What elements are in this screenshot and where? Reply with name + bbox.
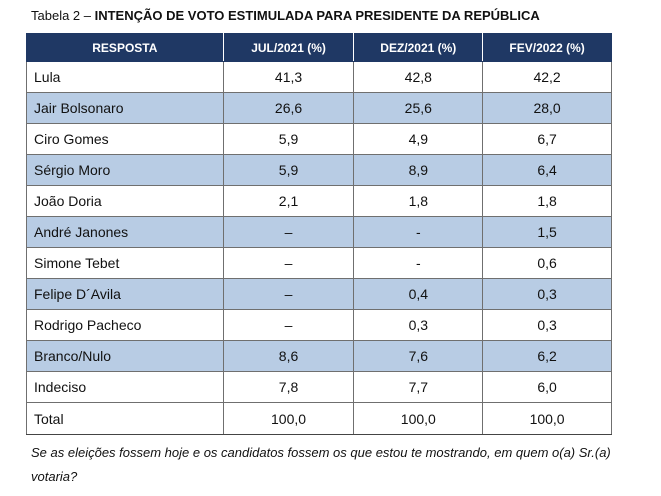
- cell-resposta: Sérgio Moro: [26, 154, 224, 186]
- table-row: Lula 41,3 42,8 42,2: [26, 61, 612, 93]
- cell-fev-2022: 0,3: [482, 309, 612, 341]
- total-jul-2021: 100,0: [222, 402, 355, 435]
- cell-resposta: André Janones: [26, 216, 224, 248]
- cell-resposta: Rodrigo Pacheco: [26, 309, 224, 341]
- cell-fev-2022: 6,2: [482, 340, 612, 372]
- table-row: Indeciso 7,8 7,7 6,0: [26, 371, 612, 403]
- cell-jul-2021: 5,9: [222, 154, 355, 186]
- cell-dez-2021: 0,3: [353, 309, 484, 341]
- total-row: Total 100,0 100,0 100,0: [26, 402, 612, 435]
- cell-jul-2021: –: [222, 278, 355, 310]
- cell-fev-2022: 6,7: [482, 123, 612, 155]
- cell-fev-2022: 6,0: [482, 371, 612, 403]
- cell-jul-2021: 26,6: [222, 92, 355, 124]
- caption-title: INTENÇÃO DE VOTO ESTIMULADA PARA PRESIDE…: [94, 8, 540, 23]
- cell-resposta: Branco/Nulo: [26, 340, 224, 372]
- total-fev-2022: 100,0: [482, 402, 612, 435]
- cell-dez-2021: 8,9: [353, 154, 484, 186]
- footnote-question: Se as eleições fossem hoje e os candidat…: [31, 445, 611, 484]
- vote-intention-table: RESPOSTA JUL/2021 (%) DEZ/2021 (%) FEV/2…: [26, 33, 612, 435]
- cell-resposta: Simone Tebet: [26, 247, 224, 279]
- table-row: Felipe D´Avila –0,4 0,3: [26, 278, 612, 310]
- table-row: Ciro Gomes 5,9 4,9 6,7: [26, 123, 612, 155]
- cell-fev-2022: 42,2: [482, 61, 612, 93]
- table-caption: Tabela 2 – INTENÇÃO DE VOTO ESTIMULADA P…: [31, 8, 540, 23]
- cell-resposta: Lula: [26, 61, 224, 93]
- cell-dez-2021: 0,4: [353, 278, 484, 310]
- cell-dez-2021: 1,8: [353, 185, 484, 217]
- cell-dez-2021: -: [353, 247, 484, 279]
- cell-dez-2021: 25,6: [353, 92, 484, 124]
- cell-jul-2021: –: [222, 247, 355, 279]
- cell-fev-2022: 0,3: [482, 278, 612, 310]
- table-row: André Janones – -1,5: [26, 216, 612, 248]
- cell-dez-2021: 42,8: [353, 61, 484, 93]
- table-row: Branco/Nulo 8,6 7,6 6,2: [26, 340, 612, 372]
- cell-resposta: Felipe D´Avila: [26, 278, 224, 310]
- header-row: RESPOSTA JUL/2021 (%) DEZ/2021 (%) FEV/2…: [26, 33, 612, 62]
- total-dez-2021: 100,0: [353, 402, 484, 435]
- cell-fev-2022: 6,4: [482, 154, 612, 186]
- cell-fev-2022: 1,8: [482, 185, 612, 217]
- cell-jul-2021: 2,1: [222, 185, 355, 217]
- header-dez-2021: DEZ/2021 (%): [353, 33, 484, 62]
- cell-jul-2021: –: [222, 309, 355, 341]
- cell-dez-2021: -: [353, 216, 484, 248]
- cell-fev-2022: 1,5: [482, 216, 612, 248]
- cell-resposta: Indeciso: [26, 371, 224, 403]
- cell-dez-2021: 7,7: [353, 371, 484, 403]
- table-row: João Doria 2,1 1,8 1,8: [26, 185, 612, 217]
- table-row: Sérgio Moro 5,9 8,9 6,4: [26, 154, 612, 186]
- table-row: Simone Tebet – -0,6: [26, 247, 612, 279]
- header-jul-2021: JUL/2021 (%): [222, 33, 355, 62]
- cell-dez-2021: 4,9: [353, 123, 484, 155]
- cell-fev-2022: 0,6: [482, 247, 612, 279]
- cell-resposta: João Doria: [26, 185, 224, 217]
- total-label: Total: [26, 402, 224, 435]
- cell-jul-2021: –: [222, 216, 355, 248]
- cell-jul-2021: 8,6: [222, 340, 355, 372]
- cell-dez-2021: 7,6: [353, 340, 484, 372]
- table-row: Rodrigo Pacheco –0,3 0,3: [26, 309, 612, 341]
- table-row: Jair Bolsonaro 26,6 25,6 28,0: [26, 92, 612, 124]
- cell-jul-2021: 41,3: [222, 61, 355, 93]
- table-body: Lula 41,3 42,8 42,2 Jair Bolsonaro 26,6 25,6 28…: [26, 61, 612, 435]
- header-fev-2022: FEV/2022 (%): [482, 33, 612, 62]
- cell-fev-2022: 28,0: [482, 92, 612, 124]
- caption-prefix: Tabela 2 –: [31, 8, 95, 23]
- cell-jul-2021: 7,8: [222, 371, 355, 403]
- cell-resposta: Ciro Gomes: [26, 123, 224, 155]
- cell-jul-2021: 5,9: [222, 123, 355, 155]
- header-resposta: RESPOSTA: [26, 33, 224, 62]
- cell-resposta: Jair Bolsonaro: [26, 92, 224, 124]
